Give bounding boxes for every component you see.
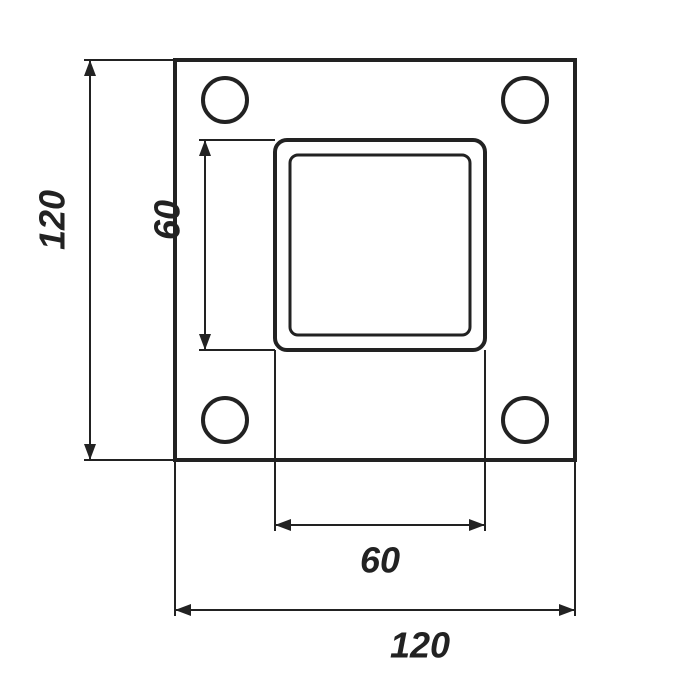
dim-outer-height: 120 (32, 190, 73, 250)
dim-outer-width: 120 (390, 625, 450, 666)
drawing-canvas: 120 60 120 60 (0, 0, 700, 700)
technical-drawing: 120 60 120 60 (0, 0, 700, 700)
dim-inner-height: 60 (147, 200, 188, 240)
dim-inner-width: 60 (360, 540, 400, 581)
